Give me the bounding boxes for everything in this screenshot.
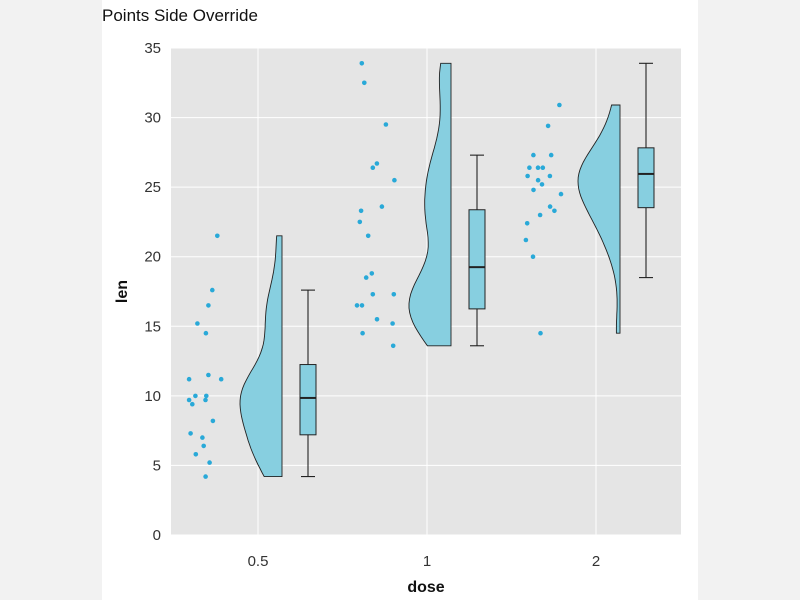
data-point [374, 317, 380, 322]
data-point [547, 204, 553, 209]
data-point [552, 208, 557, 214]
data-point [523, 237, 529, 243]
data-point [539, 182, 545, 187]
data-point [391, 292, 397, 297]
data-point [206, 372, 211, 378]
data-point [540, 165, 546, 170]
data-point [531, 152, 536, 158]
y-tick-label: 30 [144, 110, 161, 127]
data-point [188, 431, 193, 436]
data-point [186, 397, 192, 403]
data-point [390, 343, 396, 349]
data-point [525, 173, 530, 179]
data-point [357, 219, 363, 225]
data-point [558, 191, 564, 197]
data-point [383, 122, 389, 127]
y-tick-label: 5 [153, 457, 161, 474]
data-point [535, 165, 541, 170]
data-point [369, 271, 375, 276]
box-iqr [299, 364, 317, 436]
data-point [362, 80, 367, 86]
data-point [193, 393, 198, 399]
data-point [363, 275, 369, 280]
data-point [392, 177, 397, 183]
data-point [547, 173, 553, 179]
box-iqr [468, 209, 486, 310]
data-point [359, 61, 365, 66]
x-axis-title: dose [407, 579, 444, 596]
data-point [537, 212, 543, 218]
data-point [360, 330, 365, 336]
data-point [195, 321, 200, 326]
data-point [538, 330, 543, 336]
data-point [200, 435, 205, 440]
y-tick-label: 10 [144, 388, 161, 405]
chart-title: Points Side Override [102, 6, 258, 25]
data-point [548, 152, 554, 158]
x-tick-label: 1 [423, 553, 431, 570]
data-point [201, 443, 206, 449]
data-point [210, 418, 216, 424]
data-point [365, 233, 371, 239]
y-tick-label: 35 [144, 40, 161, 57]
data-point [358, 208, 364, 214]
data-point [218, 376, 224, 382]
data-point [203, 330, 209, 336]
data-point [527, 165, 532, 170]
y-axis-title: len [114, 280, 131, 303]
data-point [203, 397, 208, 403]
data-point [359, 303, 365, 308]
data-point [203, 474, 208, 479]
data-point [370, 292, 376, 297]
violin-half [577, 104, 621, 334]
data-point [215, 233, 220, 239]
y-tick-label: 15 [144, 318, 161, 335]
data-point [354, 303, 360, 308]
violin-half [239, 235, 283, 478]
x-tick-label: 2 [592, 553, 600, 570]
data-point [545, 123, 551, 129]
data-point [535, 177, 541, 183]
data-point [531, 187, 536, 193]
data-point [374, 161, 380, 166]
data-point [206, 303, 211, 308]
data-point [530, 254, 536, 259]
data-point [210, 287, 215, 293]
data-point [190, 401, 195, 407]
data-point [204, 393, 209, 399]
data-point [193, 452, 199, 457]
violin-half [408, 62, 452, 347]
data-point [557, 102, 562, 108]
data-point [379, 204, 385, 209]
y-tick-label: 0 [153, 527, 161, 544]
y-tick-label: 25 [144, 179, 161, 196]
data-point [524, 221, 530, 226]
box-iqr [637, 147, 655, 209]
x-tick-label: 0.5 [248, 553, 269, 570]
y-tick-label: 20 [144, 249, 161, 266]
data-point [370, 165, 376, 170]
data-point [390, 321, 395, 326]
data-point [186, 376, 192, 382]
data-point [207, 460, 212, 465]
